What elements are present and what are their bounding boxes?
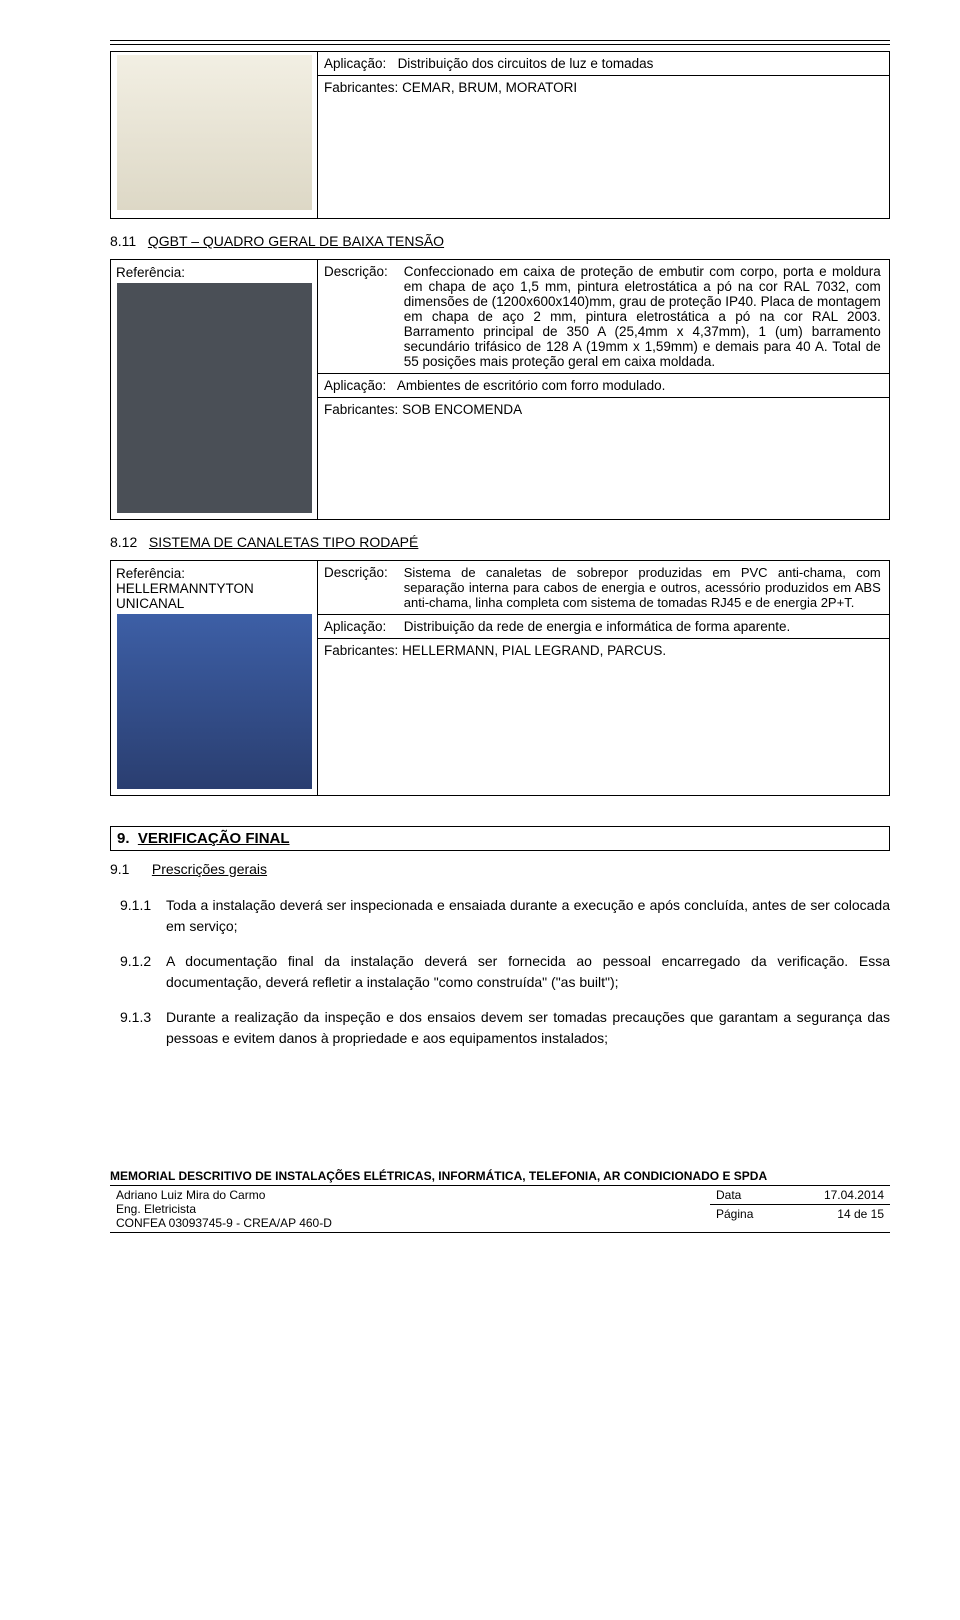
descricao-label: Descrição:: [324, 264, 400, 279]
footer-role: Eng. Eletricista: [116, 1202, 704, 1216]
fabricantes-text: HELLERMANN, PIAL LEGRAND, PARCUS.: [402, 643, 666, 658]
footer-data-value: 17.04.2014: [824, 1188, 884, 1202]
aplicacao-label: Aplicação:: [324, 56, 386, 71]
descricao-text: Sistema de canaletas de sobrepor produzi…: [404, 565, 881, 610]
aplicacao-text: Distribuição da rede de energia e inform…: [404, 619, 881, 634]
section-9-1: 9.1 Prescrições gerais: [110, 861, 890, 877]
referencia-label: Referência:: [114, 263, 314, 283]
fabricantes-label: Fabricantes:: [324, 643, 398, 658]
product-image-2: [117, 283, 312, 513]
aplicacao-label: Aplicação:: [324, 378, 386, 393]
descricao-text: Confeccionado em caixa de proteção de em…: [404, 264, 881, 369]
fabricantes-text: SOB ENCOMENDA: [402, 402, 522, 417]
product-image-1: [117, 55, 312, 210]
footer-pagina-value: 14 de 15: [837, 1207, 884, 1221]
product-image-3: [117, 614, 312, 789]
referencia-text: HELLERMANNTYTON UNICANAL: [116, 581, 254, 611]
item-1-table: Aplicação: Distribuição dos circuitos de…: [110, 51, 890, 219]
aplicacao-text: Ambientes de escritório com forro modula…: [397, 378, 666, 393]
footer-title: MEMORIAL DESCRITIVO DE INSTALAÇÕES ELÉTR…: [110, 1169, 890, 1186]
referencia-label: Referência:: [116, 566, 185, 581]
para-9-1-1: 9.1.1Toda a instalação deverá ser inspec…: [166, 895, 890, 937]
item-811-table: Referência: Descrição: Confeccionado em …: [110, 259, 890, 520]
aplicacao-label: Aplicação:: [324, 619, 400, 634]
para-9-1-3: 9.1.3Durante a realização da inspeção e …: [166, 1007, 890, 1049]
footer-data-label: Data: [716, 1188, 741, 1202]
footer-name: Adriano Luiz Mira do Carmo: [116, 1188, 704, 1202]
section-9: 9. VERIFICAÇÃO FINAL: [110, 826, 890, 851]
footer-reg: CONFEA 03093745-9 - CREA/AP 460-D: [116, 1216, 704, 1230]
fabricantes-text: CEMAR, BRUM, MORATORI: [402, 80, 577, 95]
fabricantes-label: Fabricantes:: [324, 402, 398, 417]
aplicacao-text: Distribuição dos circuitos de luz e toma…: [398, 56, 654, 71]
section-8-11: 8.11 QGBT – QUADRO GERAL DE BAIXA TENSÃO: [110, 233, 890, 249]
item-812-table: Referência: HELLERMANNTYTON UNICANAL Des…: [110, 560, 890, 796]
section-8-12: 8.12 SISTEMA DE CANALETAS TIPO RODAPÉ: [110, 534, 890, 550]
footer-pagina-label: Página: [716, 1207, 753, 1221]
para-9-1-2: 9.1.2A documentação final da instalação …: [166, 951, 890, 993]
fabricantes-label: Fabricantes:: [324, 80, 398, 95]
page-footer: MEMORIAL DESCRITIVO DE INSTALAÇÕES ELÉTR…: [110, 1169, 890, 1233]
descricao-label: Descrição:: [324, 565, 400, 580]
